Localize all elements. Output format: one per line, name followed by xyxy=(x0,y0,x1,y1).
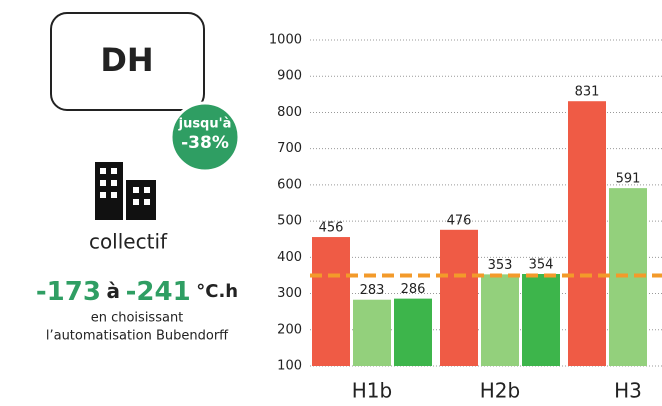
range-from: -173 xyxy=(36,277,101,307)
caption: l’automatisation Bubendorff xyxy=(46,329,229,344)
unit: °C.h xyxy=(196,281,238,302)
y-tick-label: 100 xyxy=(277,359,302,374)
y-tick-label: 500 xyxy=(277,214,302,229)
value-label: 354 xyxy=(529,257,554,272)
value-label: 591 xyxy=(616,172,641,187)
value-label: 283 xyxy=(360,283,385,298)
y-tick-label: 400 xyxy=(277,250,302,265)
building-icon xyxy=(95,162,156,220)
label-box xyxy=(50,12,205,111)
value-label: 831 xyxy=(575,85,600,100)
y-tick-label: 700 xyxy=(277,141,302,156)
y-tick-label: 800 xyxy=(277,105,302,120)
bar xyxy=(394,298,432,366)
x-tick-label: H3 xyxy=(614,379,642,403)
bar xyxy=(312,237,350,366)
bar xyxy=(481,274,519,366)
category-label: collectif xyxy=(89,230,168,254)
range: -173 à -241 °C.h xyxy=(36,277,238,307)
y-tick-label: 900 xyxy=(277,69,302,84)
y-tick-label: 200 xyxy=(277,322,302,337)
bar xyxy=(353,299,391,366)
badge-value: -38% xyxy=(181,133,229,153)
caption: en choisissant xyxy=(91,311,184,326)
badge xyxy=(169,101,241,173)
value-label: 476 xyxy=(447,213,472,228)
range-to: -241 xyxy=(126,277,191,307)
bar xyxy=(568,101,606,367)
bar xyxy=(522,273,560,366)
value-label: 286 xyxy=(401,282,426,297)
value-label: 456 xyxy=(319,221,344,236)
badge-text: jusqu'à xyxy=(178,117,232,132)
box-label: DH xyxy=(100,41,153,79)
y-tick-label: 600 xyxy=(277,177,302,192)
value-label: 353 xyxy=(488,258,513,273)
x-tick-label: H2b xyxy=(480,379,520,403)
y-tick-label: 1000 xyxy=(269,33,302,48)
x-tick-label: H1b xyxy=(352,379,392,403)
y-tick-label: 300 xyxy=(277,286,302,301)
bar xyxy=(440,229,478,366)
range-word: à xyxy=(107,279,121,303)
